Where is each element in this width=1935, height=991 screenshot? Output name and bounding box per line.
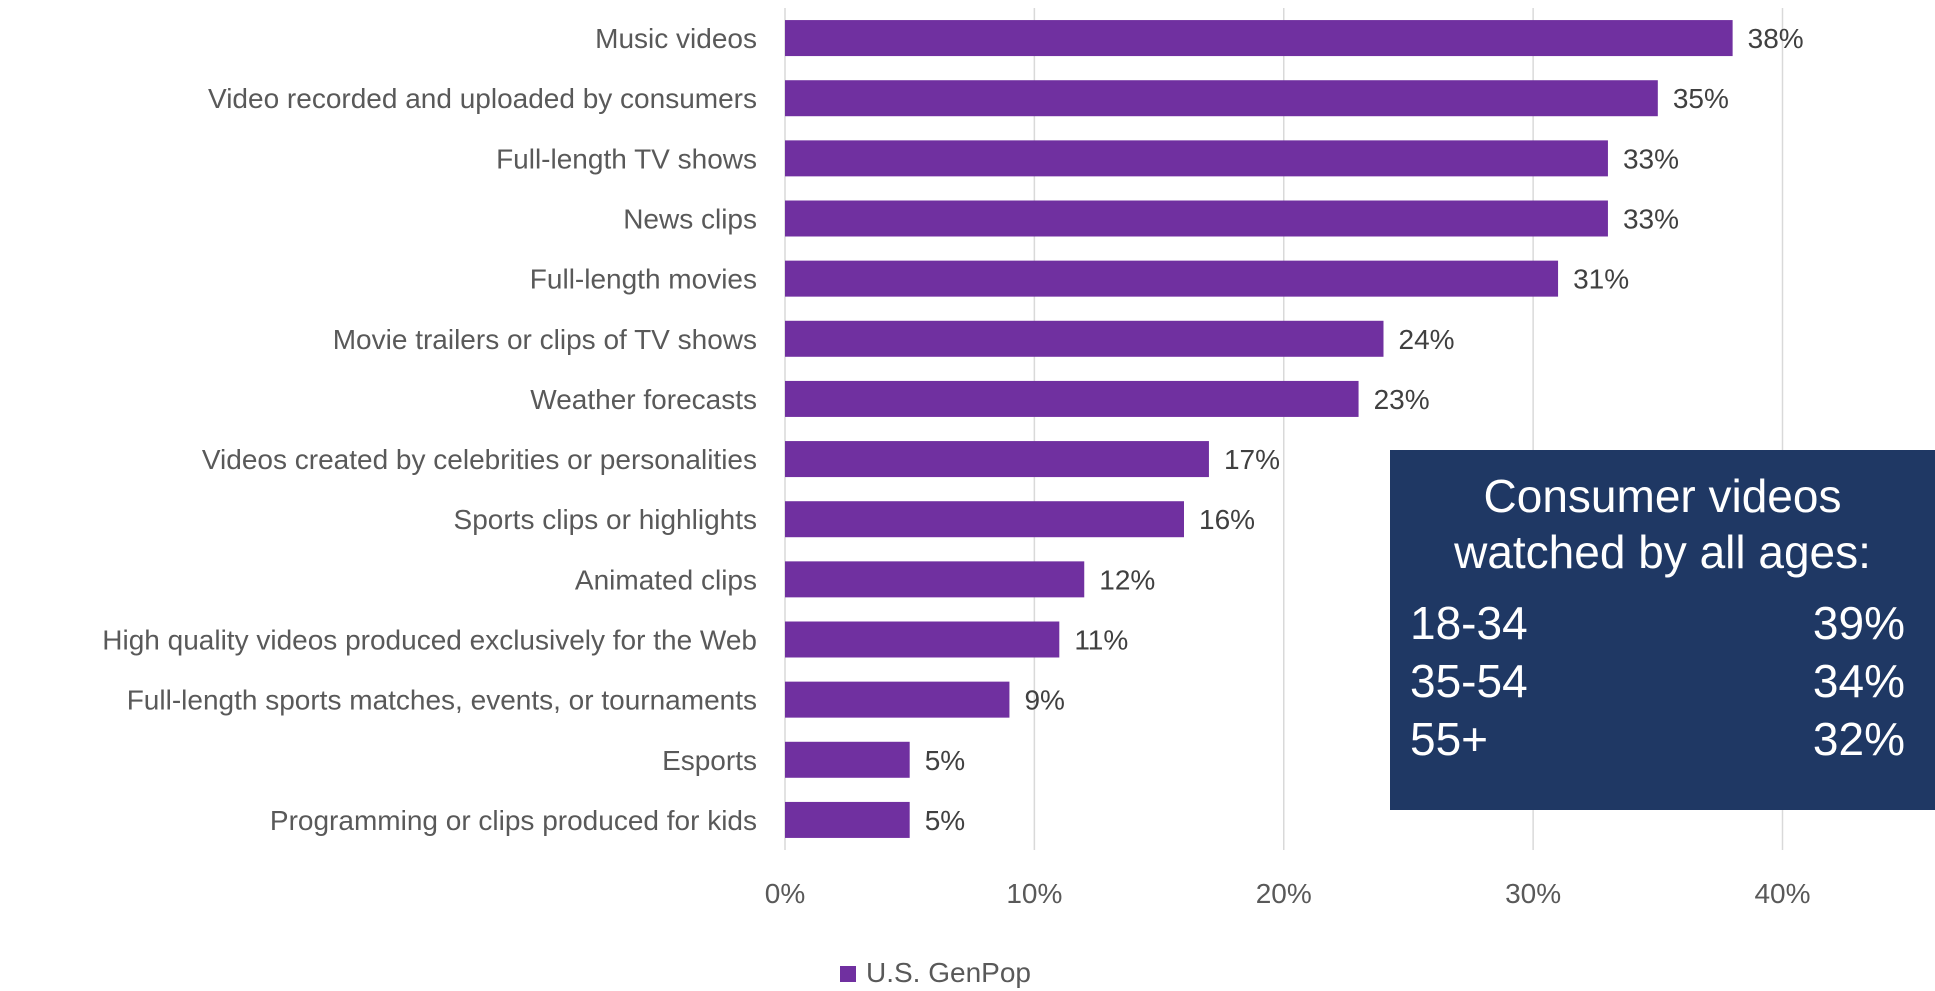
age-breakdown-title-line-2: watched by all ages: xyxy=(1454,526,1871,578)
bar xyxy=(785,501,1184,538)
bar xyxy=(785,80,1658,117)
age-row-label: 35-54 xyxy=(1410,655,1528,707)
data-label: 31% xyxy=(1573,264,1629,295)
bar xyxy=(785,441,1209,478)
age-row-value: 34% xyxy=(1812,655,1905,707)
bar xyxy=(785,681,1010,718)
x-tick-label: 30% xyxy=(1505,878,1561,909)
age-row-55-plus: 55+ 32% xyxy=(1410,710,1905,768)
age-row-label: 18-34 xyxy=(1410,597,1528,649)
category-label: High quality videos produced exclusively… xyxy=(102,625,757,656)
data-label: 16% xyxy=(1199,504,1255,535)
bar xyxy=(785,801,910,838)
category-label: Sports clips or highlights xyxy=(454,504,757,535)
legend-swatch xyxy=(840,966,856,982)
category-label: Animated clips xyxy=(575,564,757,595)
age-row-value: 39% xyxy=(1812,597,1905,649)
age-breakdown-box: Consumer videos watched by all ages: 18-… xyxy=(1390,450,1935,810)
category-label: Full-length movies xyxy=(530,264,757,295)
x-tick-label: 0% xyxy=(765,878,805,909)
bar xyxy=(785,741,910,778)
category-label: Movie trailers or clips of TV shows xyxy=(333,324,757,355)
category-label: Video recorded and uploaded by consumers xyxy=(208,83,757,114)
category-label: Music videos xyxy=(595,23,757,54)
bar xyxy=(785,561,1085,598)
category-label: Videos created by celebrities or persona… xyxy=(202,444,757,475)
bar xyxy=(785,20,1733,57)
data-label: 24% xyxy=(1399,324,1455,355)
data-label: 38% xyxy=(1748,23,1804,54)
category-label: News clips xyxy=(623,204,757,235)
data-label: 5% xyxy=(925,805,965,836)
category-label: Programming or clips produced for kids xyxy=(270,805,757,836)
category-label: Weather forecasts xyxy=(530,384,757,415)
data-label: 11% xyxy=(1074,625,1128,656)
data-label: 9% xyxy=(1024,685,1064,716)
data-label: 17% xyxy=(1224,444,1280,475)
bar xyxy=(785,621,1060,658)
data-label: 23% xyxy=(1374,384,1430,415)
bar xyxy=(785,320,1384,357)
bar xyxy=(785,140,1608,177)
category-label: Esports xyxy=(662,745,757,776)
age-breakdown-title-line-1: Consumer videos xyxy=(1483,470,1842,522)
bar xyxy=(785,380,1359,417)
age-row-value: 32% xyxy=(1812,713,1905,765)
legend-label: U.S. GenPop xyxy=(866,957,1031,988)
data-label: 33% xyxy=(1623,143,1679,174)
category-label: Full-length TV shows xyxy=(496,143,757,174)
x-tick-label: 20% xyxy=(1256,878,1312,909)
data-label: 35% xyxy=(1673,83,1729,114)
data-label: 12% xyxy=(1099,564,1155,595)
data-label: 33% xyxy=(1623,204,1679,235)
bar xyxy=(785,260,1559,297)
category-label: Full-length sports matches, events, or t… xyxy=(127,685,757,716)
bar xyxy=(785,200,1608,237)
age-breakdown-title: Consumer videos watched by all ages: xyxy=(1390,468,1935,580)
age-row-label: 55+ xyxy=(1410,713,1489,765)
data-label: 5% xyxy=(925,745,965,776)
x-tick-label: 40% xyxy=(1754,878,1810,909)
x-tick-label: 10% xyxy=(1006,878,1062,909)
age-row-18-34: 18-34 39% xyxy=(1410,594,1905,652)
age-row-35-54: 35-54 34% xyxy=(1410,652,1905,710)
